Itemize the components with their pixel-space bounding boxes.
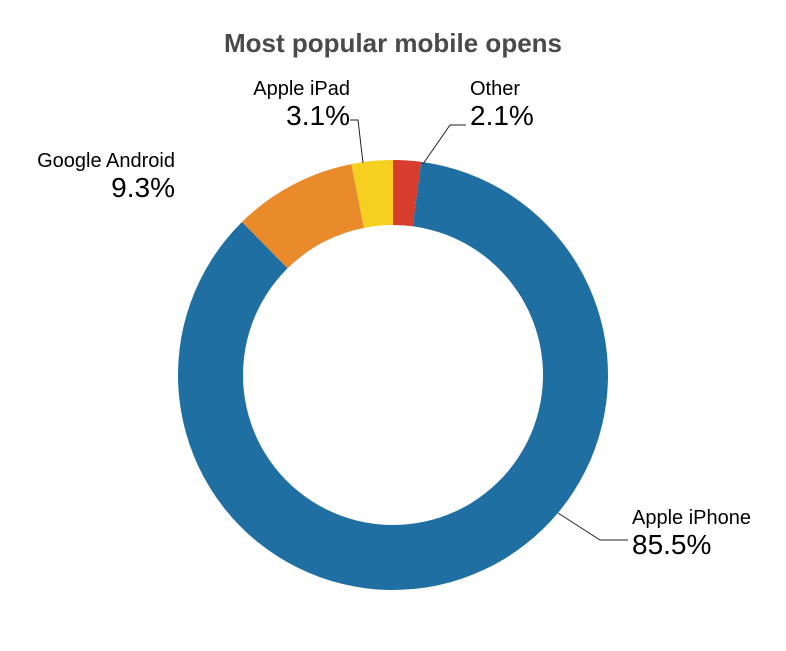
label-value: 3.1% (286, 100, 350, 132)
label-value: 85.5% (632, 529, 711, 561)
leader-line (558, 513, 628, 540)
label-value: 9.3% (111, 172, 175, 204)
label-name: Apple iPad (253, 78, 350, 101)
chart-container: Most popular mobile opens Other2.1%Apple… (0, 0, 786, 651)
leader-line (423, 125, 466, 164)
label-name: Apple iPhone (632, 507, 751, 530)
slice-apple-iphone (178, 162, 608, 590)
leader-line (350, 120, 363, 163)
label-value: 2.1% (470, 100, 534, 132)
label-name: Google Android (37, 150, 175, 173)
label-name: Other (470, 78, 520, 101)
